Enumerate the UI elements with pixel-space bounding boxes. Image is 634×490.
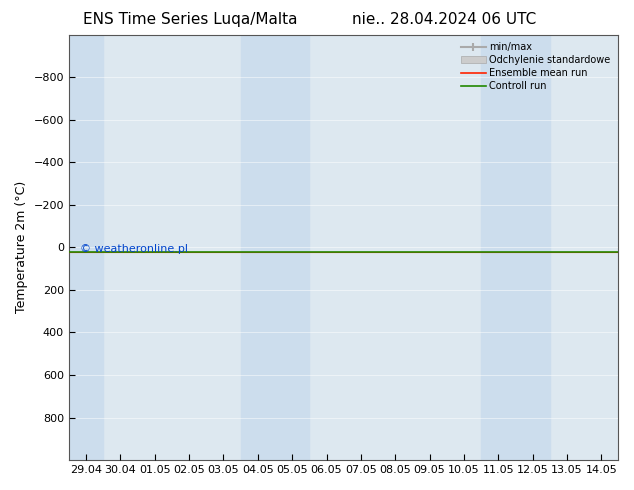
Text: ENS Time Series Luqa/Malta: ENS Time Series Luqa/Malta <box>83 12 297 27</box>
Y-axis label: Temperature 2m (°C): Temperature 2m (°C) <box>15 181 28 314</box>
Bar <box>241 35 275 460</box>
Bar <box>481 35 515 460</box>
Bar <box>275 35 309 460</box>
Bar <box>69 35 103 460</box>
Bar <box>515 35 550 460</box>
Text: © weatheronline.pl: © weatheronline.pl <box>80 245 188 254</box>
Legend: min/max, Odchylenie standardowe, Ensemble mean run, Controll run: min/max, Odchylenie standardowe, Ensembl… <box>458 40 614 94</box>
Text: nie.. 28.04.2024 06 UTC: nie.. 28.04.2024 06 UTC <box>352 12 536 27</box>
